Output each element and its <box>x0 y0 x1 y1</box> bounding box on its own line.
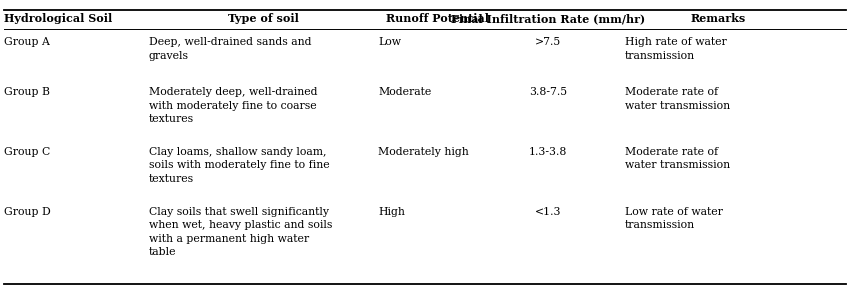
Text: Moderate rate of
water transmission: Moderate rate of water transmission <box>625 147 730 170</box>
Text: Moderate: Moderate <box>378 87 432 97</box>
Text: Clay soils that swell significantly
when wet, heavy plastic and soils
with a per: Clay soils that swell significantly when… <box>149 207 332 257</box>
Text: Group C: Group C <box>4 147 50 157</box>
Text: Hydrological Soil: Hydrological Soil <box>4 13 112 24</box>
Text: Group D: Group D <box>4 207 51 217</box>
Text: Type of soil: Type of soil <box>228 13 299 24</box>
Text: Group B: Group B <box>4 87 50 97</box>
Text: High rate of water
transmission: High rate of water transmission <box>625 37 727 61</box>
Text: Final Infiltration Rate (mm/hr): Final Infiltration Rate (mm/hr) <box>451 13 645 24</box>
Text: >7.5: >7.5 <box>536 37 561 47</box>
Text: Clay loams, shallow sandy loam,
soils with moderately fine to fine
textures: Clay loams, shallow sandy loam, soils wi… <box>149 147 329 184</box>
Text: Deep, well-drained sands and
gravels: Deep, well-drained sands and gravels <box>149 37 311 61</box>
Text: Remarks: Remarks <box>690 13 746 24</box>
Text: <1.3: <1.3 <box>535 207 562 217</box>
Text: Low rate of water
transmission: Low rate of water transmission <box>625 207 722 230</box>
Text: Moderately high: Moderately high <box>378 147 469 157</box>
Text: Runoff Potential: Runoff Potential <box>386 13 490 24</box>
Text: Low: Low <box>378 37 401 47</box>
Text: Moderately deep, well-drained
with moderately fine to coarse
textures: Moderately deep, well-drained with moder… <box>149 87 317 124</box>
Text: 1.3-3.8: 1.3-3.8 <box>529 147 568 157</box>
Text: 3.8-7.5: 3.8-7.5 <box>530 87 567 97</box>
Text: High: High <box>378 207 405 217</box>
Text: Group A: Group A <box>4 37 50 47</box>
Text: Moderate rate of
water transmission: Moderate rate of water transmission <box>625 87 730 111</box>
